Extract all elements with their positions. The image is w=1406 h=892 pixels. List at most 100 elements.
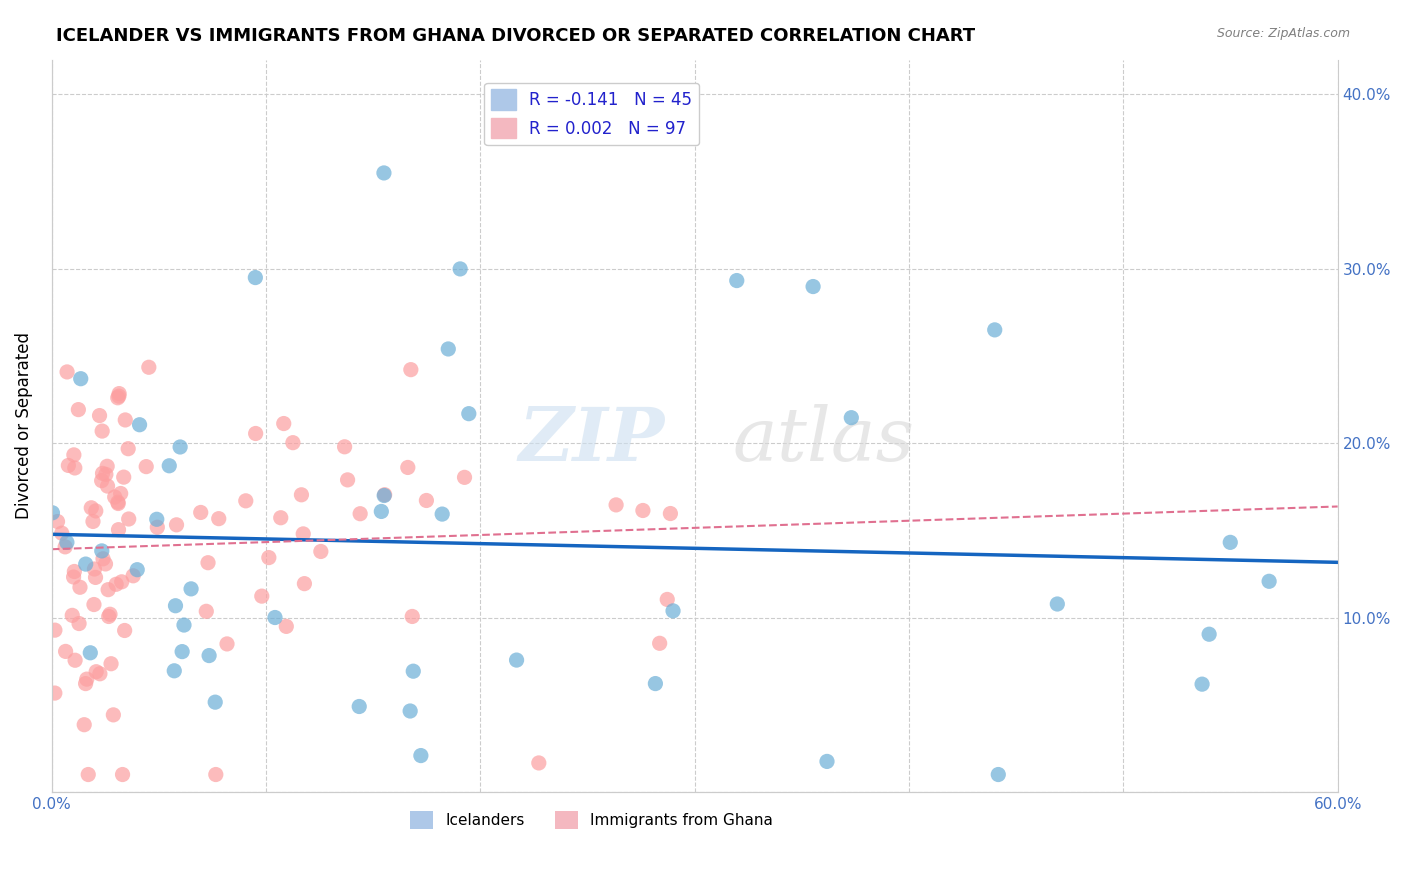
Point [146, 520, 169, 534]
Point [399, 704, 422, 718]
Point [399, 362, 422, 376]
Point [77, 767, 100, 781]
Point [122, 569, 145, 583]
Point [67, 402, 90, 417]
Point [90, 474, 112, 488]
Point [309, 544, 332, 558]
Point [112, 470, 135, 484]
Point [91, 467, 114, 481]
Point [198, 648, 221, 663]
Point [90, 544, 112, 558]
Point [172, 645, 194, 659]
Point [96, 479, 118, 493]
Point [370, 504, 392, 518]
Point [89, 666, 111, 681]
Point [80, 500, 103, 515]
Point [195, 604, 218, 618]
Point [215, 637, 238, 651]
Point [163, 664, 186, 678]
Point [63, 653, 86, 667]
Point [111, 574, 134, 589]
Point [51, 526, 73, 541]
Point [270, 510, 292, 524]
Point [63, 448, 86, 462]
Point [62, 570, 84, 584]
Point [84, 665, 107, 679]
Point [605, 498, 627, 512]
Point [173, 618, 195, 632]
Point [165, 599, 187, 613]
Point [333, 440, 356, 454]
Point [44, 686, 66, 700]
Point [157, 458, 180, 473]
Point [281, 435, 304, 450]
Point [56, 535, 79, 549]
Point [127, 563, 149, 577]
Point [373, 489, 395, 503]
Point [659, 507, 682, 521]
Point [204, 767, 226, 781]
Point [402, 664, 425, 678]
Point [91, 424, 114, 438]
Point [114, 624, 136, 638]
Text: ZIP: ZIP [519, 404, 665, 476]
Point [374, 488, 396, 502]
Point [83, 562, 105, 576]
Point [69, 372, 91, 386]
Point [84, 504, 107, 518]
Point [107, 523, 129, 537]
Point [527, 756, 550, 770]
Point [94, 557, 117, 571]
Point [505, 653, 527, 667]
Point [73, 717, 96, 731]
Point [1191, 677, 1213, 691]
Point [128, 417, 150, 432]
Point [108, 386, 131, 401]
Point [97, 609, 120, 624]
Point [53, 540, 76, 554]
Point [839, 410, 862, 425]
Point [75, 557, 97, 571]
Point [453, 470, 475, 484]
Point [107, 495, 129, 509]
Point [89, 409, 111, 423]
Point [349, 507, 371, 521]
Point [648, 636, 671, 650]
Point [273, 417, 295, 431]
Point [79, 646, 101, 660]
Point [276, 619, 298, 633]
Point [197, 556, 219, 570]
Point [180, 582, 202, 596]
Point [815, 755, 838, 769]
Point [1198, 627, 1220, 641]
Point [107, 391, 129, 405]
Point [657, 592, 679, 607]
Point [82, 515, 104, 529]
Point [449, 261, 471, 276]
Point [44, 623, 66, 637]
Point [97, 582, 120, 597]
Point [264, 610, 287, 624]
Point [117, 442, 139, 456]
Point [69, 580, 91, 594]
Point [67, 616, 90, 631]
Point [105, 577, 128, 591]
Point [41, 506, 63, 520]
Point [83, 598, 105, 612]
Point [114, 413, 136, 427]
Point [100, 657, 122, 671]
Point [56, 365, 79, 379]
Point [103, 707, 125, 722]
Point [63, 565, 86, 579]
Point [63, 461, 86, 475]
Point [396, 460, 419, 475]
Point [235, 493, 257, 508]
Point [336, 473, 359, 487]
Point [401, 609, 423, 624]
Point [245, 270, 267, 285]
Point [1258, 574, 1281, 589]
Point [76, 672, 98, 686]
Point [644, 676, 666, 690]
Legend: Icelanders, Immigrants from Ghana: Icelanders, Immigrants from Ghana [404, 805, 779, 836]
Point [437, 342, 460, 356]
